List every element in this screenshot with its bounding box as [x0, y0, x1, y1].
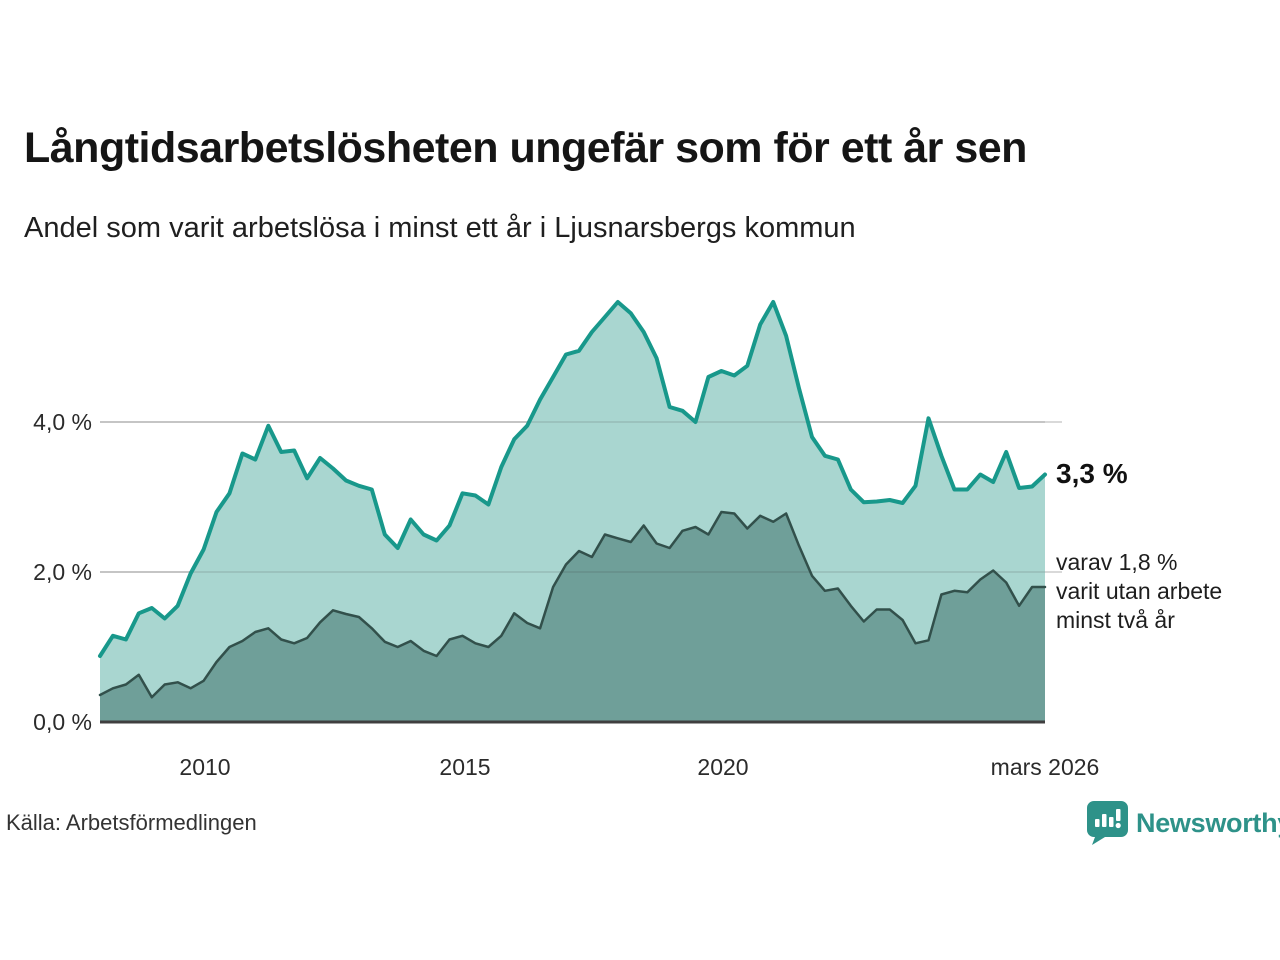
annotation-line-2: varit utan arbete	[1056, 578, 1223, 604]
y-axis-label-0: 0,0 %	[33, 709, 92, 735]
page-subtitle: Andel som varit arbetslösa i minst ett å…	[24, 212, 856, 244]
two-year-annotation: varav 1,8 % varit utan arbete minst två …	[1056, 548, 1222, 635]
page-title: Långtidsarbetslösheten ungefär som för e…	[24, 124, 1027, 172]
x-axis-label-2010: 2010	[179, 754, 231, 780]
total-line	[98, 300, 1047, 658]
two-year-line	[98, 510, 1047, 699]
newsworthy-logo-icon	[1087, 801, 1128, 845]
annotation-line-3: minst två år	[1056, 607, 1175, 633]
annotation-line-1: varav 1,8 %	[1056, 549, 1178, 575]
y-axis-label-2: 2,0 %	[33, 559, 92, 585]
x-axis-label-2015: 2015	[439, 754, 491, 780]
y-axis-label-4: 4,0 %	[33, 409, 92, 435]
x-axis-label-mars-2026: mars 2026	[990, 754, 1100, 780]
source-text: Källa: Arbetsförmedlingen	[6, 810, 257, 835]
newsworthy-wordmark: Newsworthy	[1136, 807, 1280, 838]
latest-total-value-label: 3,3 %	[1056, 458, 1128, 489]
newsworthy-logo: Newsworthy	[1086, 801, 1280, 845]
two-year-area-fill	[100, 512, 1045, 722]
x-axis-label-2020: 2020	[697, 754, 749, 780]
